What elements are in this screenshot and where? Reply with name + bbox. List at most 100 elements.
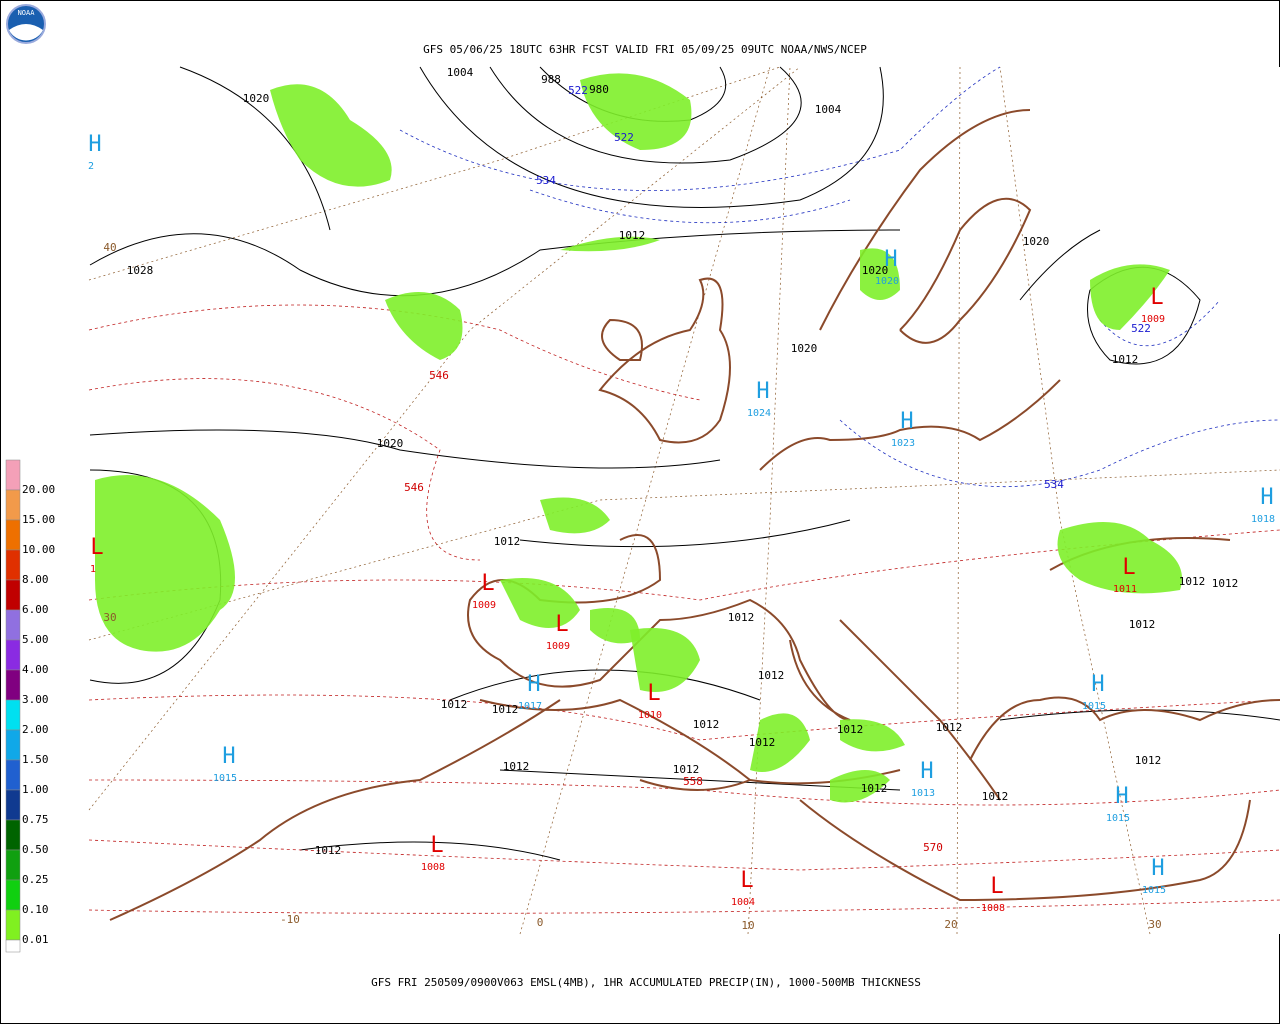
pressure-center: H [1091, 672, 1104, 697]
legend-label: 1.50 [22, 753, 49, 766]
isobar-label: 1012 [1129, 618, 1156, 631]
pressure-center: L [555, 612, 568, 637]
grid-label: 30 [103, 611, 116, 624]
grid-label: 20 [944, 918, 957, 931]
legend-swatch [5, 849, 21, 881]
center-value: 1004 [731, 897, 755, 908]
isobar-label: 1012 [982, 790, 1009, 803]
legend-swatch [5, 729, 21, 761]
center-value: 1008 [421, 862, 445, 873]
thickness-label: 558 [683, 775, 703, 788]
pressure-center: L [990, 874, 1003, 899]
isobar-label: 1012 [492, 703, 519, 716]
isobar-label: 1012 [1212, 577, 1239, 590]
legend-swatch [5, 699, 21, 731]
pressure-center: H [1260, 485, 1273, 510]
legend-swatch [5, 759, 21, 791]
legend-label: 1.00 [22, 783, 49, 796]
thickness-label: 546 [429, 369, 449, 382]
pressure-center: H [88, 132, 101, 157]
thickness-label: 522 [1131, 322, 1151, 335]
center-value: 1009 [472, 600, 496, 611]
legend-label: 2.00 [22, 723, 49, 736]
grid-label: 10 [741, 919, 754, 932]
thickness-label: 534 [1044, 478, 1064, 491]
center-value: 1017 [518, 701, 542, 712]
logo-text: NOAA [18, 9, 36, 17]
isobar-label: 1012 [1135, 754, 1162, 767]
legend-swatch [5, 639, 21, 671]
legend-label: 0.10 [22, 903, 49, 916]
pressure-center: L [90, 535, 103, 560]
isobar-label: 1012 [936, 721, 963, 734]
isobar-label: 1004 [447, 66, 474, 79]
legend-swatch [5, 609, 21, 641]
legend-swatch [5, 879, 21, 911]
center-value: 1015 [1106, 813, 1130, 824]
isobar-label: 1012 [837, 723, 864, 736]
thickness-label: 522 [568, 84, 588, 97]
legend-label: 3.00 [22, 693, 49, 706]
legend-swatch [5, 459, 21, 491]
legend-label: 5.00 [22, 633, 49, 646]
grid-label: 30 [1148, 918, 1161, 931]
pressure-center: L [430, 833, 443, 858]
legend-swatch [5, 669, 21, 701]
pressure-center: H [884, 247, 897, 272]
isobar-label: 1012 [749, 736, 776, 749]
center-value: 1015 [213, 773, 237, 784]
center-value: 1 [90, 564, 96, 575]
center-value: 1024 [747, 408, 771, 419]
legend-label: 15.00 [22, 513, 55, 526]
legend-label: 20.00 [22, 483, 55, 496]
legend-label: 8.00 [22, 573, 49, 586]
legend-label: 0.75 [22, 813, 49, 826]
pressure-center: L [1150, 285, 1163, 310]
isobar-label: 1012 [315, 844, 342, 857]
legend: 20.00 15.00 10.00 8.00 6.00 5.00 4.00 3.00 2.00 1… [5, 459, 55, 953]
map-area [88, 66, 1280, 935]
isobar-label: 1028 [127, 264, 154, 277]
legend-label: 0.01 [22, 933, 49, 946]
thickness-label: 546 [404, 481, 424, 494]
isobar-label: 1012 [494, 535, 521, 548]
pressure-center: H [900, 409, 913, 434]
map-title: GFS 05/06/25 18UTC 63HR FCST VALID FRI 0… [423, 43, 867, 56]
center-value: 1008 [981, 903, 1005, 914]
legend-label: 4.00 [22, 663, 49, 676]
pressure-center: H [756, 379, 769, 404]
isobar-label: 1012 [673, 763, 700, 776]
center-value: 1013 [911, 788, 935, 799]
legend-swatch [5, 789, 21, 821]
legend-swatch [5, 939, 21, 953]
legend-swatch [5, 519, 21, 551]
center-value: 1015 [1082, 701, 1106, 712]
isobar-label: 980 [589, 83, 609, 96]
grid-label: 0 [537, 916, 544, 929]
thickness-label: 534 [536, 174, 556, 187]
pressure-center: H [222, 744, 235, 769]
isobar-label: 1020 [1023, 235, 1050, 248]
isobar-label: 988 [541, 73, 561, 86]
logo: NOAA [6, 4, 46, 44]
grid-label: -10 [280, 913, 300, 926]
legend-label: 10.00 [22, 543, 55, 556]
isobar-label: 1012 [503, 760, 530, 773]
isobar-label: 1020 [243, 92, 270, 105]
pressure-center: H [920, 759, 933, 784]
center-value: 1011 [1113, 584, 1137, 595]
legend-swatch [5, 909, 21, 941]
isobar-label: 1012 [1112, 353, 1139, 366]
isobar-label: 1012 [728, 611, 755, 624]
isobar-label: 1020 [377, 437, 404, 450]
isobar-label: 1012 [441, 698, 468, 711]
thickness-label: 522 [614, 131, 634, 144]
isobar-label: 1012 [861, 782, 888, 795]
isobar-label: 1020 [791, 342, 818, 355]
legend-swatch [5, 819, 21, 851]
isobar-label: 1012 [758, 669, 785, 682]
pressure-center: H [1115, 784, 1128, 809]
legend-swatch [5, 549, 21, 581]
